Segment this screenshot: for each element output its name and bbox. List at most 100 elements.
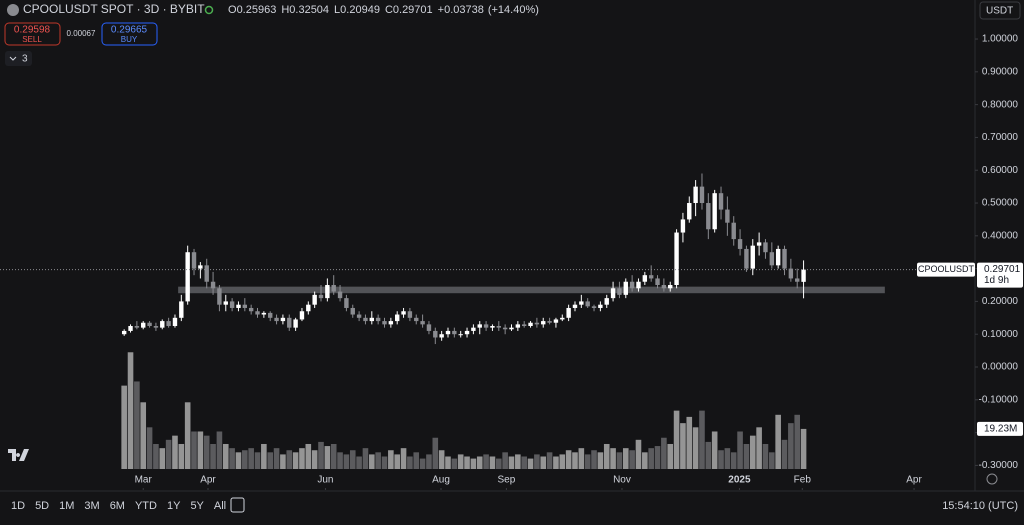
volume-bar bbox=[775, 414, 781, 469]
volume-bar bbox=[337, 452, 343, 469]
range-button[interactable]: 5Y bbox=[190, 500, 204, 512]
market-status bbox=[204, 5, 214, 15]
candle-body bbox=[414, 317, 419, 322]
candle-body bbox=[172, 317, 178, 327]
volume-bar bbox=[756, 427, 762, 469]
candle-body bbox=[153, 326, 159, 328]
indicator-toggle[interactable] bbox=[5, 51, 32, 66]
countdown: 1d 9h bbox=[984, 275, 1009, 286]
candle-body bbox=[496, 326, 501, 328]
candle-body bbox=[287, 317, 292, 328]
volume-bar bbox=[603, 443, 610, 469]
candle-body bbox=[655, 278, 660, 286]
volume-bar bbox=[419, 458, 426, 469]
volume-bar bbox=[686, 416, 693, 469]
candle-body bbox=[236, 304, 241, 308]
volume-bar bbox=[635, 439, 642, 469]
volume-bar bbox=[146, 427, 153, 469]
candle-body bbox=[198, 265, 203, 269]
volume-bar bbox=[229, 448, 235, 469]
y-tick-label: 0.90000 bbox=[982, 66, 1019, 77]
candle-body bbox=[775, 248, 781, 266]
range-button[interactable]: 1D bbox=[11, 500, 25, 512]
volume-bar bbox=[203, 435, 210, 469]
candle-body bbox=[502, 327, 508, 330]
candle-body bbox=[629, 281, 635, 289]
candle-body bbox=[464, 330, 470, 335]
range-button[interactable]: All bbox=[214, 500, 226, 512]
symbol-logo bbox=[7, 4, 19, 16]
range-button[interactable]: 1Y bbox=[167, 500, 181, 512]
volume-bar bbox=[261, 443, 267, 469]
volume-bar bbox=[648, 448, 654, 469]
support-zone bbox=[178, 286, 885, 294]
volume-bar bbox=[629, 450, 635, 469]
settings-icon[interactable] bbox=[986, 473, 998, 485]
candle-body bbox=[782, 248, 787, 269]
ohlc-prefix: H bbox=[281, 4, 289, 16]
candle-body bbox=[293, 319, 298, 328]
volume-bar bbox=[489, 456, 496, 469]
volume-bar bbox=[584, 454, 591, 469]
volume-bar bbox=[426, 454, 432, 469]
symbol-title: CPOOLUSDT SPOT · 3D · BYBIT bbox=[23, 2, 205, 16]
currency-box[interactable] bbox=[979, 1, 1021, 20]
date-range-icon[interactable] bbox=[230, 497, 245, 513]
volume-bar bbox=[318, 441, 324, 469]
range-button[interactable]: 6M bbox=[110, 500, 125, 512]
ohlc-value: 0.29701 bbox=[393, 4, 433, 16]
ohlc-prefix: O bbox=[228, 4, 237, 16]
candle-body bbox=[680, 219, 686, 233]
volume-bar bbox=[464, 456, 470, 469]
buy-button[interactable] bbox=[101, 22, 158, 46]
volume-bar bbox=[692, 427, 699, 469]
candle-body bbox=[750, 245, 755, 269]
candle-body bbox=[350, 307, 355, 315]
volume-bar bbox=[800, 428, 807, 469]
volume-bar bbox=[369, 454, 375, 469]
candle-body bbox=[179, 301, 184, 318]
ohlc-prefix: L bbox=[334, 4, 340, 16]
volume-bar bbox=[705, 441, 712, 469]
candle-body bbox=[204, 265, 209, 282]
volume-bar bbox=[451, 458, 458, 469]
candle-body bbox=[731, 222, 736, 240]
volume-label-box bbox=[977, 421, 1023, 436]
candle-body bbox=[356, 314, 362, 318]
volume-bar bbox=[578, 448, 585, 469]
candle-body bbox=[788, 268, 794, 279]
volume-bar bbox=[502, 452, 508, 469]
y-tick-label: -0.10000 bbox=[979, 394, 1019, 405]
volume-bar bbox=[305, 443, 312, 469]
candle-body bbox=[693, 186, 698, 204]
candle-body bbox=[706, 203, 711, 230]
y-tick-label: 0.00000 bbox=[982, 362, 1019, 373]
range-button[interactable]: 3M bbox=[84, 500, 99, 512]
volume-bar bbox=[216, 431, 223, 469]
candle-body bbox=[648, 275, 654, 279]
candle-body bbox=[229, 301, 235, 308]
buy-price: 0.29665 bbox=[111, 25, 148, 36]
volume-bar bbox=[559, 454, 566, 469]
y-tick-label: 0.40000 bbox=[982, 230, 1019, 241]
volume-bar bbox=[153, 443, 159, 469]
candle-body bbox=[369, 317, 375, 322]
candle-body bbox=[490, 326, 495, 328]
sell-button[interactable] bbox=[4, 22, 61, 46]
volume-bar bbox=[267, 452, 274, 469]
range-button[interactable]: 1M bbox=[59, 500, 74, 512]
tv-logo bbox=[8, 449, 29, 461]
volume-bar bbox=[292, 452, 299, 469]
x-tick-label: Aug bbox=[432, 475, 450, 486]
volume-bar bbox=[121, 385, 127, 469]
candle-body bbox=[185, 252, 190, 302]
volume-bar bbox=[134, 381, 140, 469]
candle-body bbox=[433, 330, 438, 338]
range-button[interactable]: 5D bbox=[35, 500, 49, 512]
candle-body bbox=[363, 317, 368, 322]
buy-label: BUY bbox=[121, 35, 138, 44]
range-button[interactable]: YTD bbox=[135, 500, 157, 512]
indicator-count: 3 bbox=[22, 54, 28, 65]
